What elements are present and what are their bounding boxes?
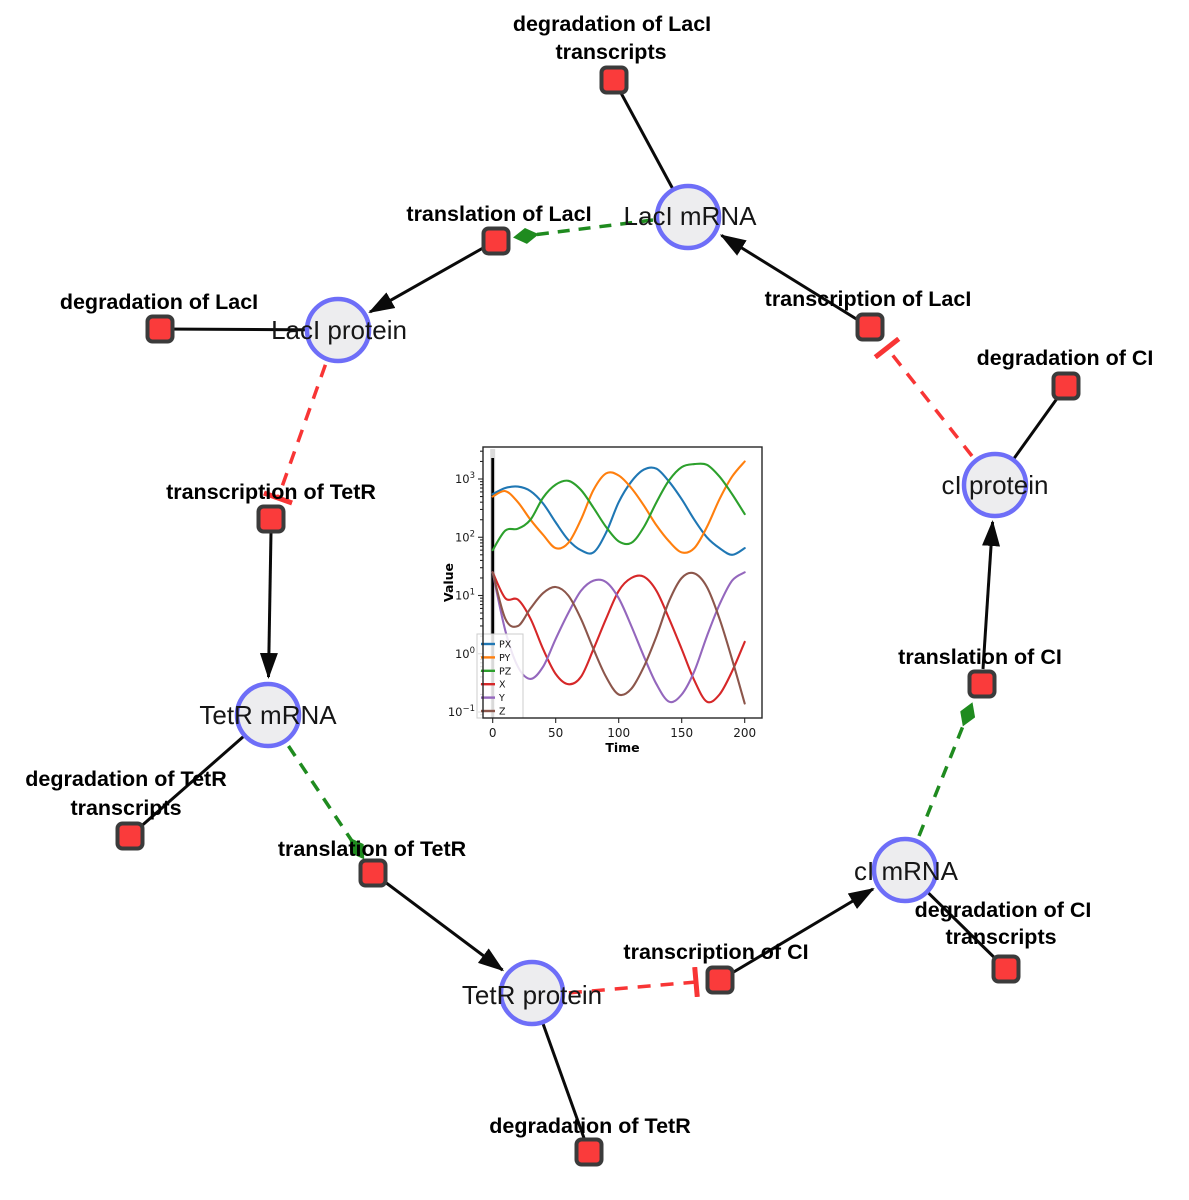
edge-ci-protein-inhibits-transcription-laci [873, 336, 974, 458]
reaction-node-deg-laci-transcripts[interactable] [599, 65, 629, 95]
legend-label-PY: PY [499, 653, 511, 664]
label-translation-ci: translation of CI [898, 645, 1062, 669]
label-transcription-tetr: transcription of TetR [166, 480, 376, 504]
label-deg-ci-transcripts-line2: transcripts [945, 925, 1056, 949]
edge-transcription-laci-to-laci-mrna [719, 234, 859, 322]
labels: degradation of LacI transcripts translat… [25, 12, 1153, 1138]
species-node-tetr-protein[interactable] [498, 959, 566, 1027]
chart-ticks: 0 50 100 150 200 10−1 100 101 102 103 [448, 450, 756, 740]
reaction-node-transcription-laci[interactable] [855, 312, 885, 342]
series-X-line [491, 571, 746, 704]
simulation-plot-svg: 0 50 100 150 20010−1100101102103TimeValuePXP… [441, 446, 763, 755]
edge-laci-protein-inhibits-transcription-tetr [263, 364, 328, 506]
svg-text:102: 102 [455, 529, 475, 544]
label-translation-tetr: translation of TetR [278, 837, 467, 861]
simulation-plot: 0 50 100 150 200 10−1 100 101 102 103 Time Value PX P… [425, 438, 775, 760]
label-deg-tetr-transcripts-line2: transcripts [70, 796, 181, 820]
label-deg-laci: degradation of LacI [60, 290, 258, 314]
chart-spines [482, 446, 763, 719]
species-node-ci-protein[interactable] [961, 451, 1029, 519]
label-transcription-ci: transcription of CI [623, 940, 808, 964]
label-deg-laci-transcripts-line2: transcripts [555, 40, 666, 64]
label-tetr-protein: TetR protein [462, 980, 602, 1010]
svg-text:100: 100 [607, 726, 630, 740]
label-laci-protein: LacI protein [271, 315, 407, 345]
edge-laci-mrna-to-translation-laci [513, 218, 654, 244]
label-deg-tetr: degradation of TetR [489, 1114, 691, 1138]
edge-tetr-mrna-to-translation-tetr [287, 745, 365, 860]
reaction-node-transcription-ci[interactable] [705, 965, 735, 995]
species-node-laci-protein[interactable] [304, 296, 372, 364]
edge-translation-tetr-to-tetr-protein [384, 880, 505, 972]
svg-text:100: 100 [455, 646, 475, 661]
legend-label-PX: PX [499, 640, 512, 651]
species-node-tetr-mrna[interactable] [234, 681, 302, 749]
label-deg-ci: degradation of CI [977, 346, 1154, 370]
chart-legend: PX PY PZ XYZ [476, 633, 524, 719]
label-laci-mrna: LacI mRNA [624, 201, 758, 231]
legend-label-Z: Z [499, 707, 506, 718]
label-ci-protein: cI protein [942, 470, 1049, 500]
edge-transcription-ci-to-ci-mrna [731, 887, 875, 975]
series-PY-line [491, 460, 746, 554]
svg-text:103: 103 [455, 471, 475, 486]
svg-text:10−1: 10−1 [448, 704, 475, 719]
reaction-node-deg-laci[interactable] [145, 314, 175, 344]
edges-inhibition [263, 336, 974, 998]
y-axis-label: Value [441, 563, 456, 602]
reaction-node-translation-tetr[interactable] [358, 858, 388, 888]
chart-curves [491, 460, 746, 705]
legend-label-PZ: PZ [499, 666, 512, 677]
legend-label-X: X [499, 680, 506, 691]
series-Z-line [491, 571, 746, 705]
label-ci-mrna: cI mRNA [854, 856, 959, 886]
series-Y-line [491, 571, 746, 704]
reaction-node-deg-tetr-transcripts[interactable] [115, 821, 145, 851]
reaction-node-translation-ci[interactable] [967, 669, 997, 699]
label-deg-tetr-transcripts-line1: degradation of TetR [25, 767, 227, 791]
reaction-node-transcription-tetr[interactable] [256, 504, 286, 534]
reaction-node-deg-ci[interactable] [1051, 371, 1081, 401]
svg-text:0: 0 [489, 726, 497, 740]
edge-translation-laci-to-laci-protein [368, 246, 484, 314]
reaction-nodes [115, 65, 1081, 1167]
svg-text:50: 50 [548, 726, 563, 740]
edge-ci-mrna-to-translation-ci [917, 702, 976, 837]
reaction-node-translation-laci[interactable] [481, 226, 511, 256]
edges-modifier [287, 218, 976, 860]
reaction-node-deg-tetr[interactable] [574, 1137, 604, 1167]
species-node-laci-mrna[interactable] [654, 183, 722, 251]
x-axis-label: Time [605, 740, 639, 755]
svg-text:200: 200 [733, 726, 756, 740]
label-tetr-mrna: TetR mRNA [199, 700, 337, 730]
edges-product [259, 234, 1001, 975]
species-nodes [234, 183, 1029, 1027]
label-transcription-laci: transcription of LacI [765, 287, 972, 311]
label-deg-laci-transcripts-line1: degradation of LacI [513, 12, 711, 36]
legend-label-Y: Y [498, 693, 505, 704]
edge-transcription-tetr-to-tetr-mrna [259, 531, 278, 679]
svg-text:150: 150 [670, 726, 693, 740]
species-node-ci-mrna[interactable] [871, 836, 939, 904]
edge-translation-ci-to-ci-protein [981, 520, 1001, 670]
series-PZ-line [491, 462, 746, 552]
reaction-node-deg-ci-transcripts[interactable] [991, 954, 1021, 984]
svg-text:101: 101 [455, 588, 475, 603]
label-deg-ci-transcripts-line1: degradation of CI [915, 898, 1092, 922]
label-translation-laci: translation of LacI [406, 202, 591, 226]
